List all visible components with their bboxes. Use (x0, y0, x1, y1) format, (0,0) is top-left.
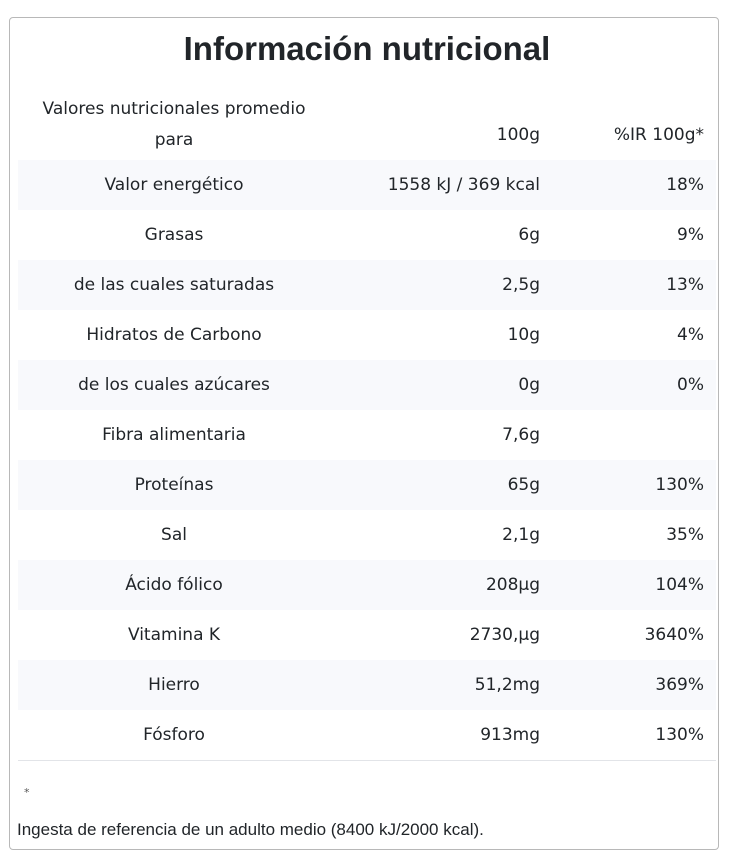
nutrient-name: Vitamina K (127, 625, 221, 645)
header-ir: %IR 100g* (613, 125, 704, 145)
page-title: Información nutricional (183, 30, 551, 67)
nutrient-ir: 4% (677, 325, 704, 345)
nutrient-per100: 7,6g (502, 425, 540, 445)
nutrient-per100: 6g (518, 225, 540, 245)
header-label-line2: para (154, 130, 194, 150)
nutrient-name: Proteínas (134, 475, 214, 495)
nutrient-ir: 104% (655, 575, 704, 595)
nutrient-ir: 0% (677, 375, 704, 395)
nutrient-per100: 0g (518, 375, 540, 395)
nutrient-per100: 65g (507, 475, 540, 495)
footnote-asterisk: * (24, 786, 30, 799)
nutrient-per100: 1558 kJ / 369 kcal (387, 175, 540, 195)
table-header: Valores nutricionales promedio para 100g… (18, 90, 716, 160)
nutrient-name: Hierro (148, 675, 200, 695)
nutrition-table-body: Valor energético 1558 kJ / 369 kcal 18% … (18, 160, 716, 760)
header-label: Valores nutricionales promedio para (18, 94, 330, 156)
nutrient-ir: 35% (666, 525, 704, 545)
table-row: Fósforo 913mg 130% (18, 710, 716, 760)
nutrient-name: Ácido fólico (125, 575, 223, 595)
nutrient-per100: 208µg (485, 575, 540, 595)
nutrient-ir: 3640% (644, 625, 704, 645)
table-divider (18, 760, 716, 761)
nutrient-ir: 130% (655, 725, 704, 745)
table-row: Grasas 6g 9% (18, 210, 716, 260)
nutrient-per100: 51,2mg (474, 675, 540, 695)
nutrient-per100: 2730,µg (469, 625, 540, 645)
nutrient-ir: 369% (655, 675, 704, 695)
nutrient-ir: 18% (666, 175, 704, 195)
table-row: Valor energético 1558 kJ / 369 kcal 18% (18, 160, 716, 210)
nutrient-ir: 13% (666, 275, 704, 295)
table-row: Vitamina K 2730,µg 3640% (18, 610, 716, 660)
nutrient-name: Hidratos de Carbono (86, 325, 262, 345)
header-per100: 100g (496, 125, 540, 145)
table-row: Ácido fólico 208µg 104% (18, 560, 716, 610)
table-row: de las cuales saturadas 2,5g 13% (18, 260, 716, 310)
nutrient-per100: 10g (507, 325, 540, 345)
nutrient-name: Fósforo (143, 725, 205, 745)
nutrient-name: de las cuales saturadas (73, 275, 275, 295)
nutrient-per100: 913mg (480, 725, 540, 745)
nutrient-per100: 2,5g (502, 275, 540, 295)
nutrient-name: Fibra alimentaria (102, 425, 246, 445)
nutrition-card (9, 17, 719, 850)
table-row: Hierro 51,2mg 369% (18, 660, 716, 710)
table-row: Proteínas 65g 130% (18, 460, 716, 510)
nutrient-ir: 9% (677, 225, 704, 245)
table-row: Fibra alimentaria 7,6g (18, 410, 716, 460)
nutrient-per100: 2,1g (502, 525, 540, 545)
nutrient-name: de los cuales azúcares (78, 375, 270, 395)
footnote-text: Ingesta de referencia de un adulto medio… (17, 820, 484, 839)
table-row: de los cuales azúcares 0g 0% (18, 360, 716, 410)
nutrient-name: Sal (161, 525, 187, 545)
header-label-line1: Valores nutricionales promedio (42, 99, 306, 119)
nutrient-name: Valor energético (104, 175, 244, 195)
table-row: Sal 2,1g 35% (18, 510, 716, 560)
nutrient-ir: 130% (655, 475, 704, 495)
nutrient-name: Grasas (144, 225, 204, 245)
table-row: Hidratos de Carbono 10g 4% (18, 310, 716, 360)
